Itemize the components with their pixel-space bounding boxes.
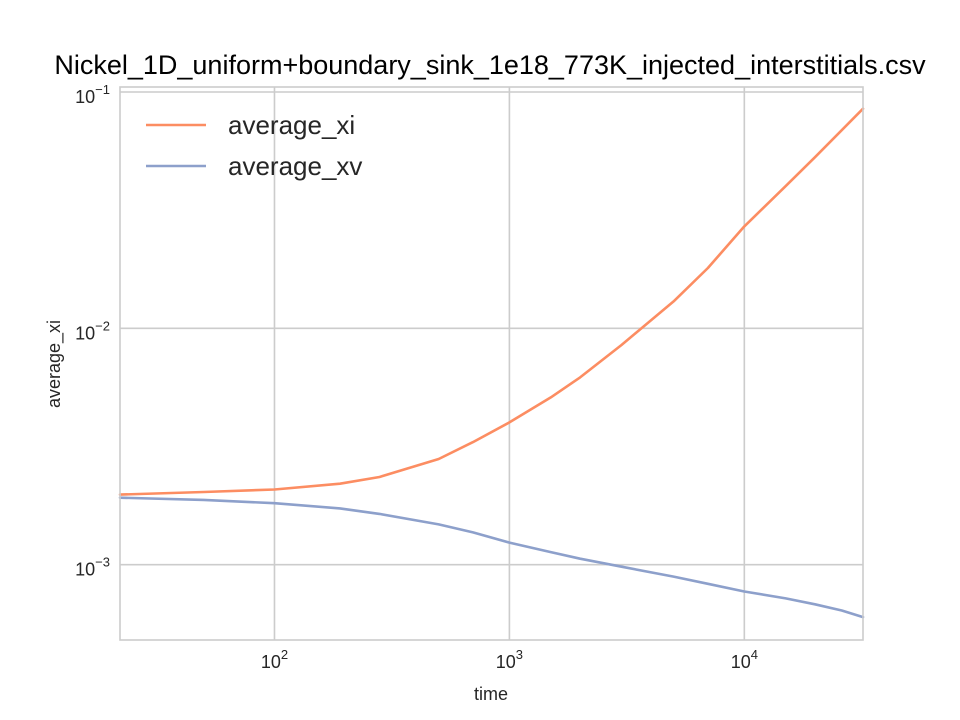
y-tick-base: 10 — [75, 87, 95, 107]
x-tick-label: 104 — [731, 647, 758, 672]
x-axis-label: time — [474, 684, 508, 704]
x-tick-labels: 102 103 104 — [261, 647, 758, 672]
y-tick-base: 10 — [75, 323, 95, 343]
chart-title: Nickel_1D_uniform+boundary_sink_1e18_773… — [54, 50, 926, 80]
y-axis-label: average_xi — [44, 320, 65, 408]
series-line-average-xi — [118, 107, 865, 496]
x-tick-base: 10 — [496, 652, 516, 672]
y-tick-base: 10 — [75, 560, 95, 580]
legend-label: average_xv — [228, 151, 362, 181]
x-tick-label: 103 — [496, 647, 523, 672]
y-tick-label: 10−2 — [75, 318, 110, 343]
x-tick-exponent: 2 — [281, 647, 288, 662]
y-tick-exponent: −3 — [95, 555, 110, 570]
legend: average_xi average_xv — [146, 110, 362, 181]
x-tick-label: 102 — [261, 647, 288, 672]
legend-label: average_xi — [228, 110, 355, 140]
y-tick-exponent: −2 — [95, 318, 110, 333]
y-tick-labels: 10−310−210−1 — [75, 82, 110, 580]
plot-frame — [119, 86, 864, 641]
series-layer — [118, 107, 865, 619]
y-tick-exponent: −1 — [95, 82, 110, 97]
y-tick-label: 10−1 — [75, 82, 110, 107]
grid-lines — [120, 87, 863, 640]
x-tick-exponent: 3 — [516, 647, 523, 662]
series-line-average-xv — [118, 496, 865, 619]
y-tick-label: 10−3 — [75, 555, 110, 580]
x-tick-base: 10 — [731, 652, 751, 672]
x-tick-exponent: 4 — [751, 647, 758, 662]
x-tick-base: 10 — [261, 652, 281, 672]
